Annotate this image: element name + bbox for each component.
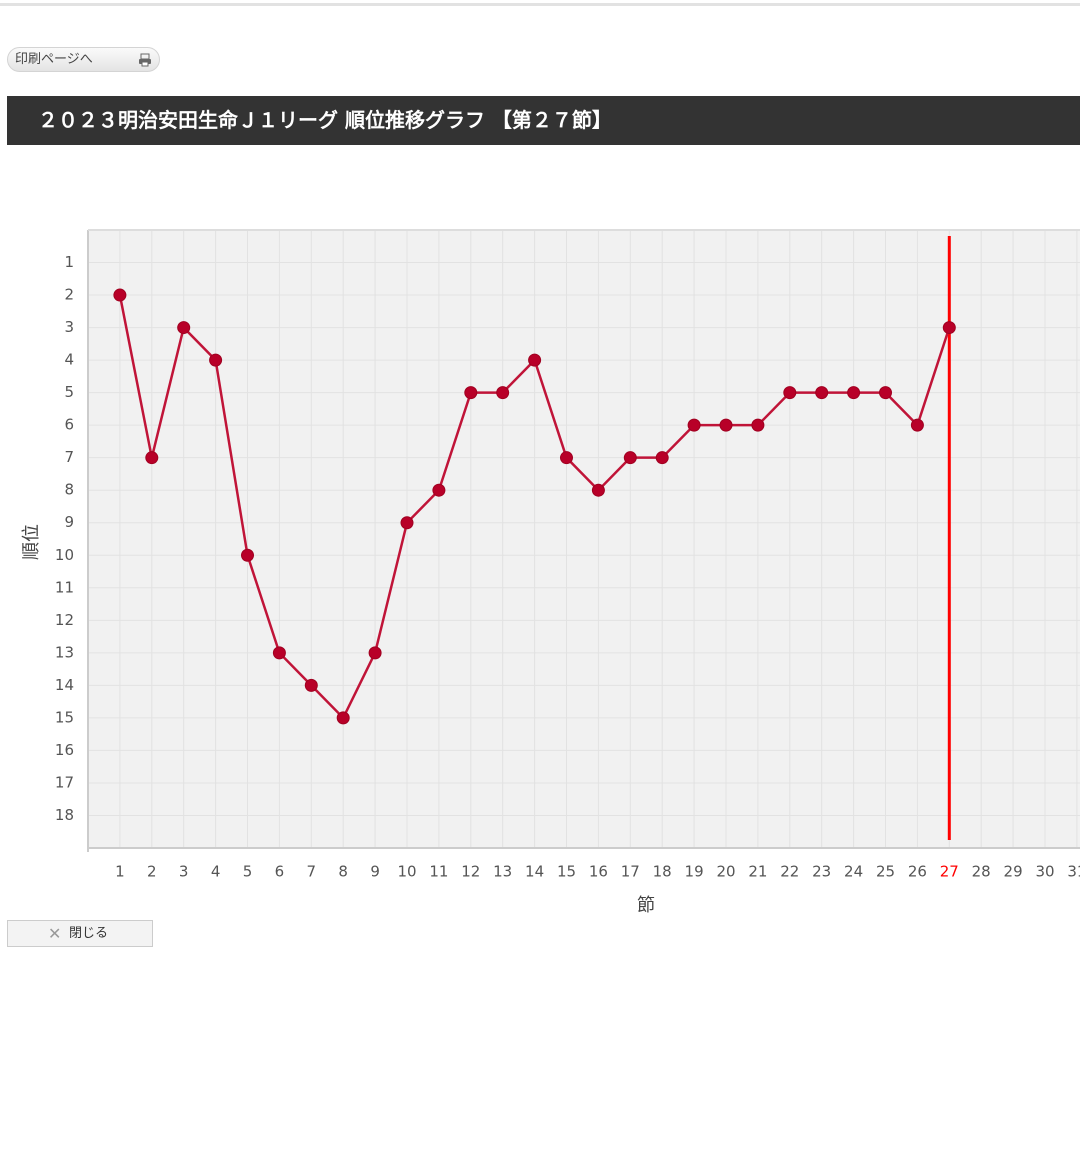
x-tick-label: 21 [748, 863, 767, 881]
data-point [113, 288, 127, 302]
data-point [496, 386, 510, 400]
y-tick-label: 13 [55, 643, 74, 661]
x-tick-label: 1 [115, 863, 125, 881]
data-point [942, 321, 956, 335]
print-icon [139, 53, 151, 67]
x-tick-label: 5 [243, 863, 253, 881]
close-button[interactable]: ✕ 閉じる [7, 920, 153, 947]
x-tick-label: 17 [621, 863, 640, 881]
x-tick-label: 7 [307, 863, 317, 881]
y-tick-label: 14 [55, 676, 74, 694]
y-axis-label: 順位 [21, 524, 42, 560]
y-tick-label: 17 [55, 773, 74, 791]
y-tick-label: 10 [55, 546, 74, 564]
x-tick-label: 11 [429, 863, 448, 881]
x-tick-label: 18 [653, 863, 672, 881]
data-point [879, 386, 892, 400]
data-point [209, 353, 223, 367]
y-tick-label: 8 [64, 481, 74, 499]
data-point [432, 483, 446, 497]
data-point [336, 711, 350, 725]
x-tick-label: 30 [1035, 863, 1054, 881]
y-tick-label: 4 [64, 351, 74, 369]
x-tick-label: 31 [1067, 863, 1080, 881]
x-tick-label: 19 [685, 863, 704, 881]
x-tick-label: 15 [557, 863, 576, 881]
print-button[interactable]: 印刷ページへ [7, 47, 160, 72]
data-point [145, 451, 159, 465]
close-label: 閉じる [69, 926, 109, 941]
data-point [528, 353, 542, 367]
header-title: ２０２３明治安田生命Ｊ１リーグ 順位推移グラフ 【第２７節】 [38, 108, 612, 132]
data-point [272, 646, 286, 660]
data-point [560, 451, 573, 465]
y-tick-label: 15 [55, 708, 74, 726]
x-tick-label: 8 [338, 863, 348, 881]
print-label: 印刷ページへ [15, 52, 93, 67]
data-point [815, 386, 829, 400]
data-point [400, 516, 414, 530]
data-point [719, 418, 733, 432]
data-point [910, 418, 924, 432]
y-tick-label: 7 [64, 448, 74, 466]
x-tick-label: 23 [812, 863, 831, 881]
x-tick-label: 27 [940, 863, 959, 881]
x-tick-label: 28 [972, 863, 991, 881]
x-tick-label: 25 [876, 863, 895, 881]
data-point [751, 418, 765, 432]
y-tick-label: 6 [64, 416, 74, 434]
x-tick-label: 24 [844, 863, 863, 881]
y-tick-label: 9 [64, 513, 74, 531]
y-tick-label: 11 [55, 578, 74, 596]
plot-area [88, 230, 1080, 848]
close-icon: ✕ [48, 924, 62, 943]
data-point [623, 451, 637, 465]
y-tick-label: 5 [64, 383, 74, 401]
x-tick-label: 9 [370, 863, 380, 881]
y-tick-label: 12 [55, 611, 74, 629]
data-point [241, 548, 254, 562]
data-point [847, 386, 861, 400]
page-header: ２０２３明治安田生命Ｊ１リーグ 順位推移グラフ 【第２７節】 [7, 96, 1080, 145]
x-tick-label: 4 [211, 863, 221, 881]
x-tick-label: 20 [716, 863, 735, 881]
x-tick-label: 12 [461, 863, 480, 881]
data-point [368, 646, 382, 660]
data-point [304, 678, 318, 692]
x-tick-label: 2 [147, 863, 157, 881]
x-tick-label: 14 [525, 863, 544, 881]
x-tick-label: 3 [179, 863, 189, 881]
data-point [464, 386, 478, 400]
data-point [655, 451, 669, 465]
y-tick-label: 1 [64, 253, 74, 271]
x-tick-label: 26 [908, 863, 927, 881]
data-point [687, 418, 701, 432]
x-tick-label: 13 [493, 863, 512, 881]
x-axis-label: 節 [637, 895, 655, 916]
x-tick-label: 16 [589, 863, 608, 881]
x-tick-label: 29 [1004, 863, 1023, 881]
y-tick-label: 3 [64, 318, 74, 336]
x-tick-label: 22 [780, 863, 799, 881]
x-tick-label: 6 [275, 863, 285, 881]
y-tick-label: 2 [64, 286, 74, 304]
data-point [177, 321, 191, 335]
top-border [0, 3, 1080, 6]
y-tick-label: 16 [55, 741, 74, 759]
y-tick-label: 18 [55, 806, 74, 824]
x-tick-label: 10 [397, 863, 416, 881]
data-point [783, 386, 797, 400]
data-point [591, 483, 605, 497]
